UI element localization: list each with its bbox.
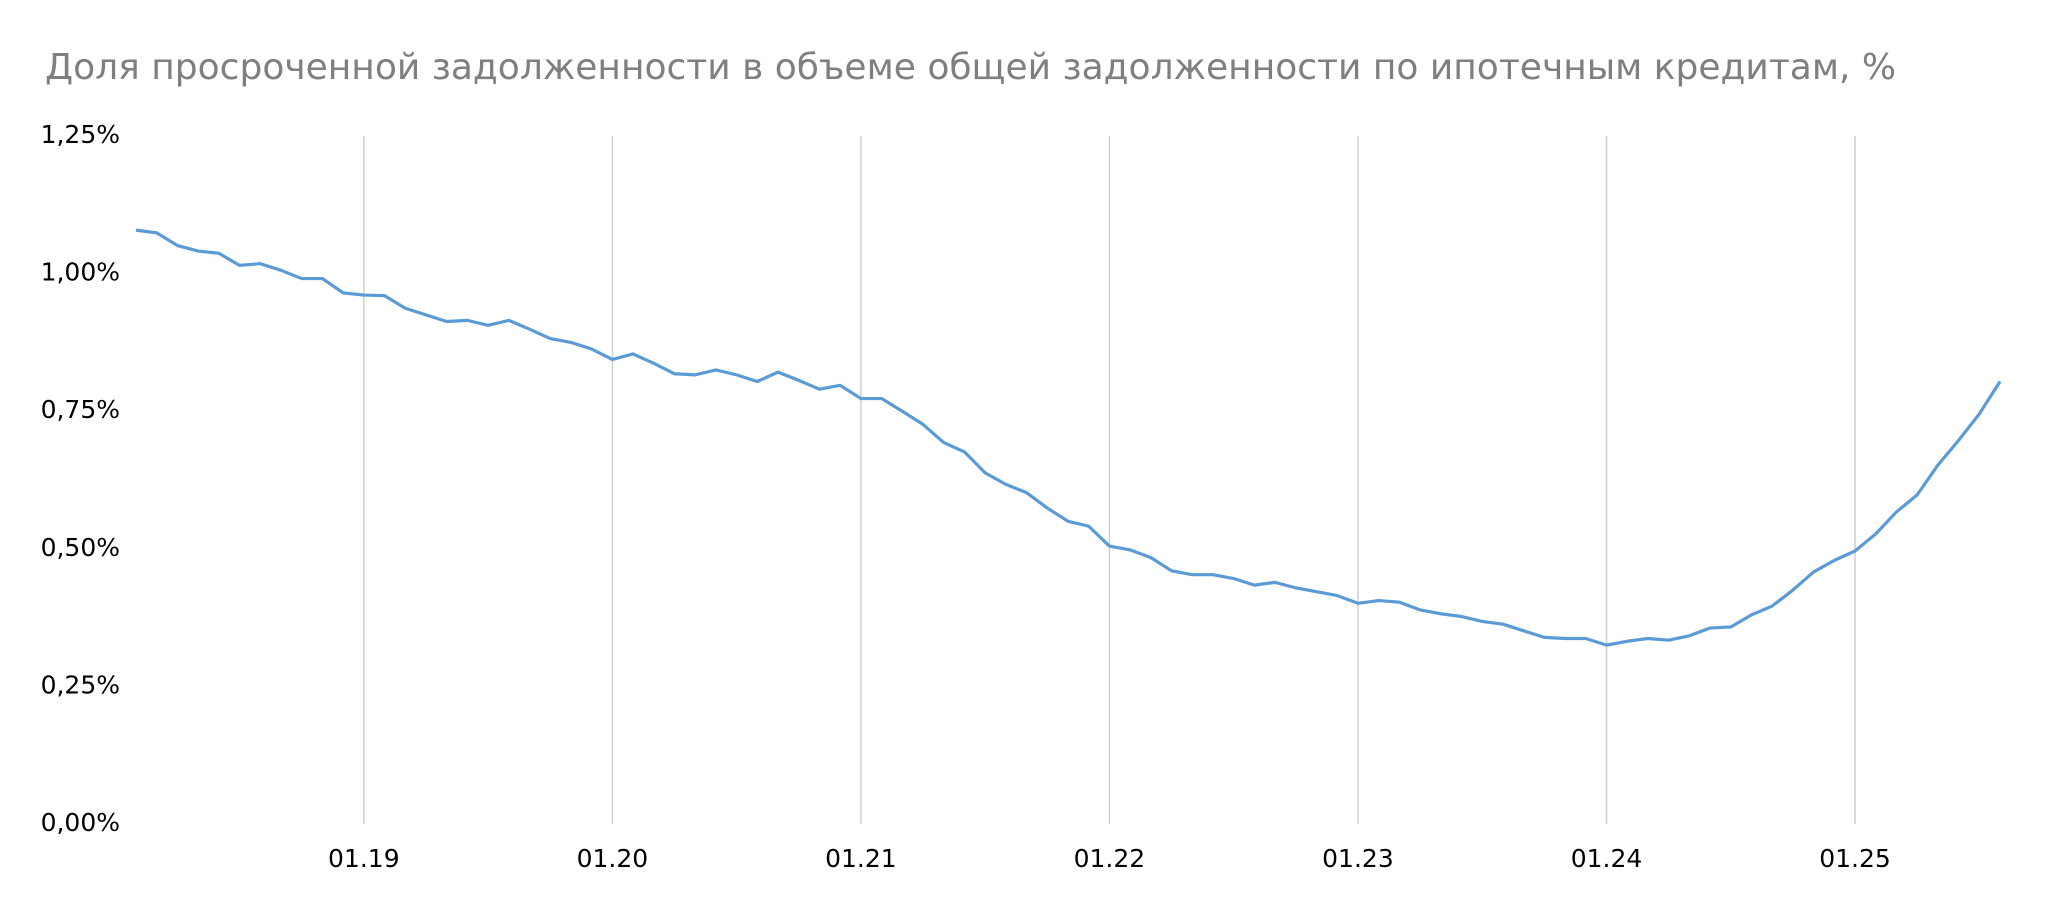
y-tick-label: 0,00% [41, 808, 120, 837]
y-tick-label: 1,25% [41, 120, 120, 149]
x-tick-label: 01.25 [1819, 844, 1891, 873]
data-line [135, 228, 2002, 647]
x-tick-label: 01.19 [328, 844, 400, 873]
x-tick-label: 01.23 [1322, 844, 1394, 873]
x-tick-label: 01.20 [577, 844, 649, 873]
y-tick-label: 0,50% [41, 533, 120, 562]
y-tick-label: 0,25% [41, 670, 120, 699]
x-tick-label: 01.21 [825, 844, 897, 873]
y-tick-label: 0,75% [41, 395, 120, 424]
x-tick-label: 01.22 [1074, 844, 1146, 873]
y-tick-label: 1,00% [41, 258, 120, 287]
x-tick-label: 01.24 [1571, 844, 1643, 873]
chart-title: Доля просроченной задолженности в объеме… [45, 47, 1896, 88]
